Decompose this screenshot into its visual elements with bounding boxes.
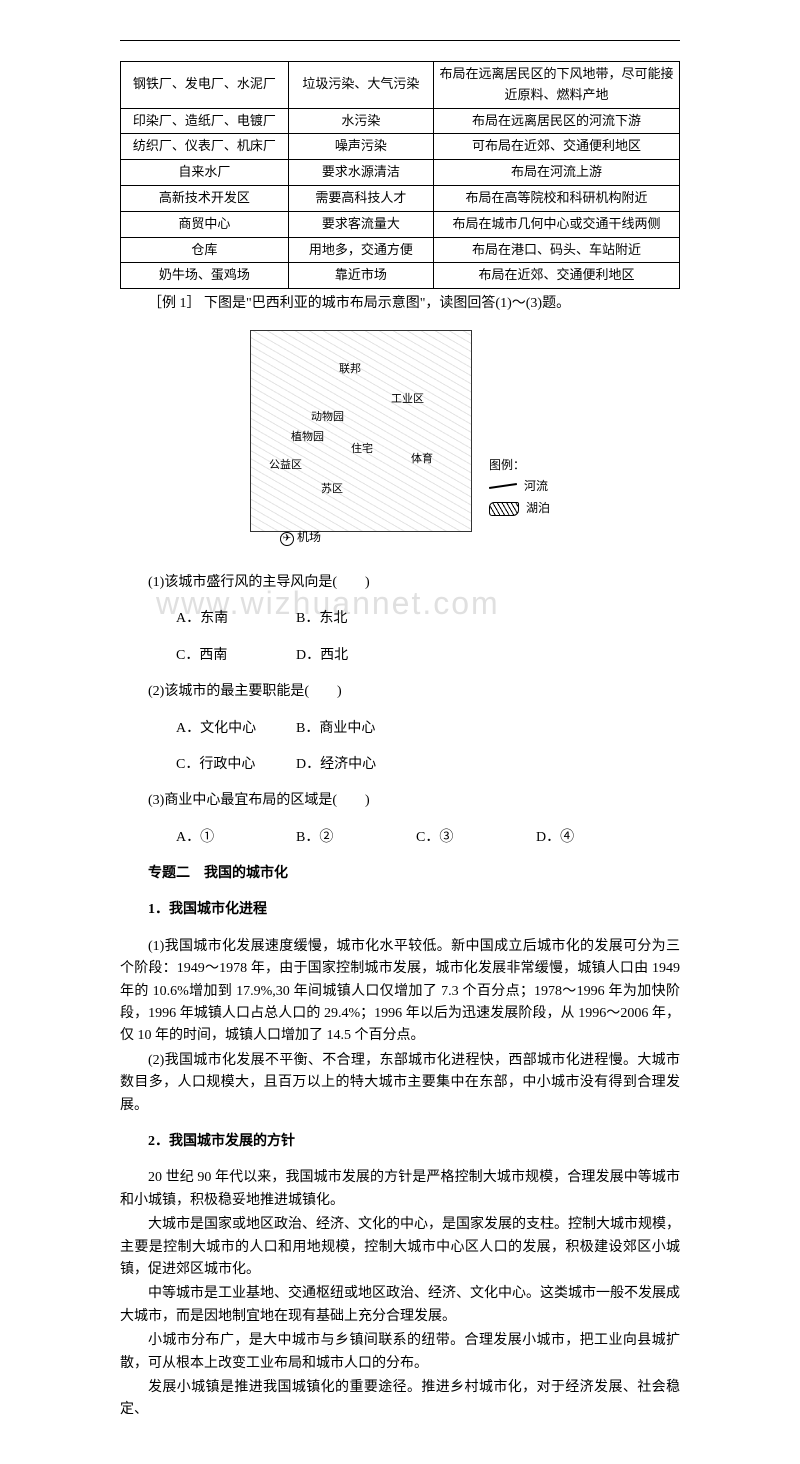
- airport-label: 机场: [297, 530, 321, 544]
- question-options-line: C．西南D．西北: [120, 645, 680, 667]
- table-row: 纺织厂、仪表厂、机床厂噪声污染可布局在近郊、交通便利地区: [121, 134, 680, 160]
- question-option: D．经济中心: [268, 754, 388, 776]
- legend-title: 图例：: [489, 455, 550, 477]
- topic-p7: 发展小城镇是推进我国城镇化的重要途径。推进乡村城市化，对于经济发展、社会稳定、: [120, 1377, 680, 1422]
- table-cell: 用地多，交通方便: [288, 237, 433, 263]
- table-cell: 高新技术开发区: [121, 185, 289, 211]
- question-options-line: C．行政中心D．经济中心: [120, 754, 680, 776]
- question-option: B．商业中心: [268, 718, 388, 740]
- table-cell: 布局在近郊、交通便利地区: [434, 263, 680, 289]
- table-cell: 布局在远离居民区的下风地带，尽可能接近原料、燃料产地: [434, 62, 680, 109]
- question-option: D．西北: [268, 645, 388, 667]
- airport-icon: ✈: [280, 532, 294, 546]
- river-line-icon: [489, 485, 517, 487]
- table-row: 自来水厂要求水源清洁布局在河流上游: [121, 160, 680, 186]
- table-cell: 布局在城市几何中心或交通干线两侧: [434, 211, 680, 237]
- table-cell: 商贸中心: [121, 211, 289, 237]
- topic-p2: (2)我国城市化发展不平衡、不合理，东部城市化进程快，西部城市化进程慢。大城市数…: [120, 1050, 680, 1117]
- example-caption: ［例 1］ 下图是"巴西利亚的城市布局示意图"，读图回答(1)～(3)题。: [120, 293, 680, 315]
- question-option: A．文化中心: [148, 718, 268, 740]
- table-cell: 需要高科技人才: [288, 185, 433, 211]
- question-option: C．③: [388, 827, 508, 849]
- layout-table: 钢铁厂、发电厂、水泥厂垃圾污染、大气污染布局在远离居民区的下风地带，尽可能接近原…: [120, 61, 680, 289]
- question-option: A．①: [148, 827, 268, 849]
- table-cell: 钢铁厂、发电厂、水泥厂: [121, 62, 289, 109]
- topic-p5: 中等城市是工业基地、交通枢纽或地区政治、经济、文化中心。这类城市一般不发展成大城…: [120, 1283, 680, 1328]
- figure-legend: 图例： 河流 湖泊: [489, 455, 550, 520]
- table-cell: 仓库: [121, 237, 289, 263]
- table-cell: 布局在远离居民区的河流下游: [434, 108, 680, 134]
- table-cell: 水污染: [288, 108, 433, 134]
- table-cell: 奶牛场、蛋鸡场: [121, 263, 289, 289]
- topic-sub1: 1．我国城市化进程: [120, 899, 680, 921]
- legend-item-river: 河流: [489, 476, 550, 498]
- topic-sub2: 2．我国城市发展的方针: [120, 1131, 680, 1153]
- table-cell: 纺织厂、仪表厂、机床厂: [121, 134, 289, 160]
- table-row: 奶牛场、蛋鸡场靠近市场布局在近郊、交通便利地区: [121, 263, 680, 289]
- question-option: A．东南: [148, 608, 268, 630]
- topic-p3: 20 世纪 90 年代以来，我国城市发展的方针是严格控制大城市规模，合理发展中等…: [120, 1167, 680, 1212]
- question-option: B．②: [268, 827, 388, 849]
- question-stem: (1)该城市盛行风的主导风向是( ): [120, 572, 680, 594]
- question-options-line: A．文化中心B．商业中心: [120, 718, 680, 740]
- example-number: ［例 1］: [148, 296, 201, 311]
- example-text: 下图是"巴西利亚的城市布局示意图"，读图回答(1)～(3)题。: [204, 296, 570, 311]
- question-stem: (2)该城市的最主要职能是( ): [120, 681, 680, 703]
- table-cell: 布局在河流上游: [434, 160, 680, 186]
- table-row: 高新技术开发区需要高科技人才布局在高等院校和科研机构附近: [121, 185, 680, 211]
- topic-title: 专题二 我国的城市化: [120, 863, 680, 885]
- topic-p1: (1)我国城市化发展速度缓慢，城市化水平较低。新中国成立后城市化的发展可分为三个…: [120, 936, 680, 1048]
- table-cell: 要求水源清洁: [288, 160, 433, 186]
- question-option: C．行政中心: [148, 754, 268, 776]
- table-cell: 噪声污染: [288, 134, 433, 160]
- table-cell: 布局在高等院校和科研机构附近: [434, 185, 680, 211]
- topic-p4: 大城市是国家或地区政治、经济、文化的中心，是国家发展的支柱。控制大城市规模，主要…: [120, 1214, 680, 1281]
- table-row: 商贸中心要求客流量大布局在城市几何中心或交通干线两侧: [121, 211, 680, 237]
- lake-hatch-icon: [489, 502, 519, 516]
- question-options-line: A．①B．②C．③D．④: [120, 827, 680, 849]
- questions-block: (1)该城市盛行风的主导风向是( )A．东南B．东北C．西南D．西北(2)该城市…: [120, 572, 680, 849]
- question-options-line: A．东南B．东北: [120, 608, 680, 630]
- city-layout-figure: 联邦 工业区 动物园 植物园 公益区 住宅 苏区 体育 图例： 河流 湖泊: [250, 330, 550, 550]
- figure-box: 联邦 工业区 动物园 植物园 公益区 住宅 苏区 体育: [250, 330, 472, 532]
- question-stem: (3)商业中心最宜布局的区域是( ): [120, 790, 680, 812]
- question-option: C．西南: [148, 645, 268, 667]
- table-cell: 垃圾污染、大气污染: [288, 62, 433, 109]
- table-cell: 自来水厂: [121, 160, 289, 186]
- question-option: B．东北: [268, 608, 388, 630]
- table-row: 仓库用地多，交通方便布局在港口、码头、车站附近: [121, 237, 680, 263]
- topic-p6: 小城市分布广，是大中城市与乡镇间联系的纽带。合理发展小城市，把工业向县城扩散，可…: [120, 1330, 680, 1375]
- table-cell: 可布局在近郊、交通便利地区: [434, 134, 680, 160]
- figure-wrap: 联邦 工业区 动物园 植物园 公益区 住宅 苏区 体育 图例： 河流 湖泊: [120, 330, 680, 558]
- legend-item-lake: 湖泊: [489, 498, 550, 520]
- table-cell: 靠近市场: [288, 263, 433, 289]
- table-cell: 布局在港口、码头、车站附近: [434, 237, 680, 263]
- table-row: 钢铁厂、发电厂、水泥厂垃圾污染、大气污染布局在远离居民区的下风地带，尽可能接近原…: [121, 62, 680, 109]
- question-option: D．④: [508, 827, 628, 849]
- table-cell: 要求客流量大: [288, 211, 433, 237]
- table-row: 印染厂、造纸厂、电镀厂水污染布局在远离居民区的河流下游: [121, 108, 680, 134]
- table-cell: 印染厂、造纸厂、电镀厂: [121, 108, 289, 134]
